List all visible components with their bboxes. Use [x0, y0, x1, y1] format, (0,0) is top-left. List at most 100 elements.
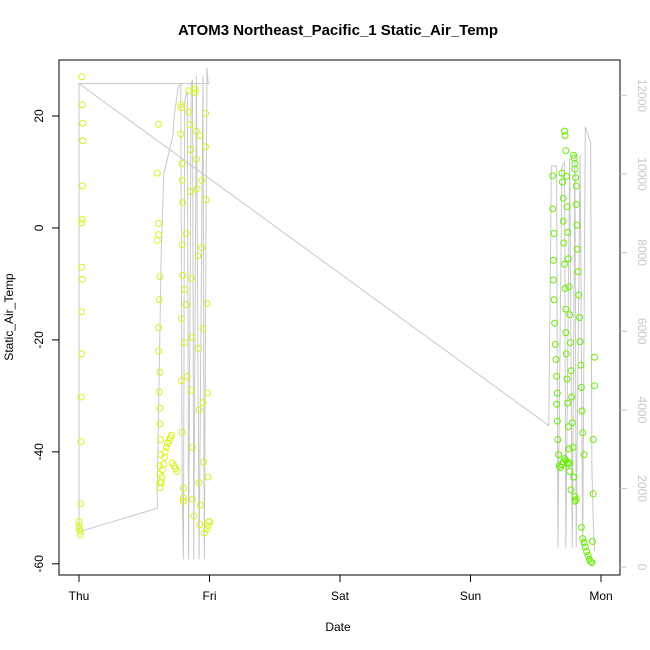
data-point	[168, 431, 176, 439]
data-point	[563, 375, 571, 383]
x-tick-label: Fri	[203, 589, 217, 603]
data-point	[155, 231, 163, 239]
data-point	[187, 274, 195, 282]
data-point	[572, 495, 580, 503]
secondary-tick-label: 6000	[635, 318, 649, 345]
data-point	[574, 245, 581, 253]
data-point	[565, 445, 573, 453]
data-point	[554, 436, 562, 443]
data-point	[78, 216, 86, 223]
data-point	[177, 104, 185, 112]
data-point	[153, 236, 161, 244]
data-point	[566, 459, 574, 467]
data-point	[573, 221, 581, 229]
y-tick-label: -40	[32, 443, 46, 461]
y-tick-label: 0	[32, 224, 46, 231]
data-point	[179, 484, 187, 492]
data-point	[583, 548, 591, 555]
data-point	[158, 473, 166, 481]
data-point	[564, 460, 572, 468]
altitude-path	[77, 67, 595, 560]
data-point	[575, 291, 583, 299]
data-point	[181, 286, 189, 293]
data-point	[562, 172, 570, 180]
data-point	[188, 333, 196, 341]
data-point	[189, 443, 196, 451]
data-point	[566, 339, 574, 347]
data-point	[204, 522, 212, 530]
data-point	[566, 467, 574, 475]
data-point	[567, 367, 575, 375]
data-point	[155, 388, 163, 396]
altitude-line	[77, 67, 595, 560]
x-tick-label: Sat	[331, 589, 350, 603]
data-point	[572, 174, 580, 182]
data-point	[566, 311, 574, 319]
data-point	[156, 368, 164, 376]
data-point	[559, 194, 567, 202]
data-point	[551, 319, 559, 327]
y-axis-label: Static_Air_Temp	[2, 273, 16, 361]
data-point	[549, 205, 557, 213]
data-point	[178, 428, 186, 436]
data-point	[178, 176, 186, 184]
data-point	[156, 420, 164, 428]
data-point	[77, 500, 85, 508]
data-point	[194, 344, 202, 352]
data-point	[589, 490, 597, 498]
data-point	[189, 495, 196, 503]
x-axis: Thu Fri Sat Sun Mon	[69, 575, 613, 603]
data-point	[579, 429, 587, 437]
data-point	[187, 188, 195, 195]
data-point	[564, 255, 572, 263]
data-point	[564, 228, 572, 236]
data-point	[549, 256, 557, 264]
data-point	[204, 389, 211, 397]
secondary-y-axis: 0 2000 4000 6000 8000 10000 12000	[620, 79, 649, 571]
data-point	[76, 531, 84, 539]
data-point	[591, 382, 598, 390]
data-point	[155, 220, 163, 227]
data-point	[156, 273, 164, 281]
data-point	[568, 393, 576, 401]
data-point	[202, 143, 210, 151]
data-point	[565, 283, 573, 291]
data-point	[589, 436, 597, 443]
data-point	[155, 296, 163, 304]
data-point	[179, 272, 187, 279]
data-point	[77, 393, 85, 401]
data-point	[591, 353, 598, 361]
data-point	[198, 244, 206, 251]
data-point	[187, 386, 195, 394]
data-point	[588, 559, 596, 567]
data-point	[570, 473, 578, 481]
secondary-tick-label: 8000	[635, 239, 649, 266]
data-point	[561, 127, 568, 135]
secondary-tick-label: 0	[635, 564, 649, 571]
data-point	[577, 523, 585, 531]
data-point	[550, 296, 558, 304]
data-point	[191, 85, 199, 93]
data-point	[199, 399, 207, 407]
data-point	[177, 101, 185, 109]
y-tick-label: 20	[32, 109, 46, 123]
data-point	[179, 497, 187, 505]
data-point	[156, 484, 164, 492]
data-point	[550, 230, 558, 237]
x-tick-label: Sun	[460, 589, 481, 603]
data-point	[577, 384, 585, 391]
data-point	[185, 87, 193, 95]
data-point	[187, 146, 195, 154]
data-point	[559, 217, 567, 225]
data-point	[553, 400, 561, 408]
data-point	[206, 518, 213, 526]
data-point	[571, 497, 579, 505]
data-point	[177, 130, 185, 138]
data-point	[553, 417, 561, 425]
data-point	[562, 350, 570, 358]
data-point	[561, 260, 568, 268]
data-point	[78, 101, 86, 109]
data-point	[203, 525, 211, 533]
data-point	[572, 200, 580, 208]
data-point	[569, 443, 577, 451]
